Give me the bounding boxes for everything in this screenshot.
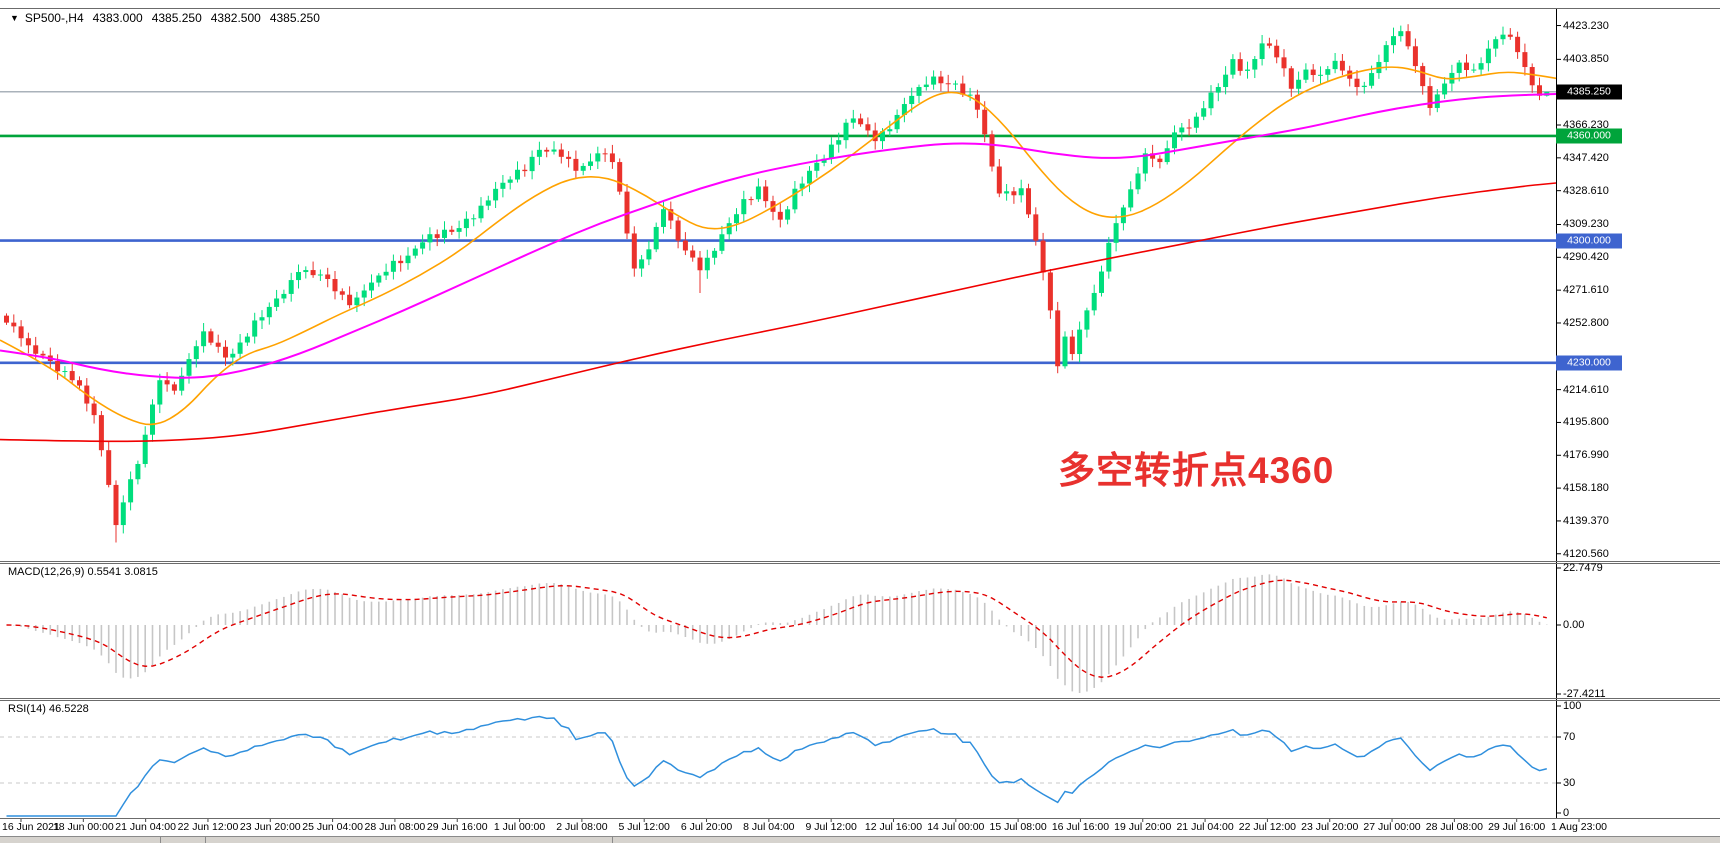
- bar-close-value: 4385.250: [269, 11, 320, 25]
- price-tick-label: 4120.560: [1563, 547, 1609, 560]
- macd-label: MACD(12,26,9) 0.5541 3.0815: [8, 566, 158, 578]
- time-tick-label: 15 Jul 08:00: [989, 821, 1047, 833]
- time-tick-label: 21 Jul 04:00: [1176, 821, 1234, 833]
- price-tick-label: 4252.800: [1563, 316, 1609, 329]
- bar-open-value: 4383.000: [92, 11, 143, 25]
- macd-tick-label: -27.4211: [1563, 688, 1606, 700]
- macd-pane[interactable]: [0, 564, 1556, 697]
- macd-signal-value: 3.0815: [124, 566, 158, 578]
- time-tick-label: 19 Jul 20:00: [1114, 821, 1172, 833]
- rsi-pane[interactable]: [0, 701, 1556, 818]
- price-tick-label: 4176.990: [1563, 449, 1609, 462]
- time-tick-label: 22 Jul 12:00: [1238, 821, 1296, 833]
- time-tick-label: 1 Jul 00:00: [493, 821, 546, 833]
- price-tick-label: 4347.420: [1563, 151, 1609, 164]
- price-tick-label: 4139.370: [1563, 514, 1609, 527]
- chart-text-annotation: 多空转折点4360: [1058, 450, 1335, 491]
- price-tick-label: 4158.180: [1563, 482, 1609, 495]
- price-tick-label: 4403.850: [1563, 53, 1609, 66]
- time-tick-label: 28 Jun 08:00: [364, 821, 426, 833]
- level-4300-badge: 4300.000: [1556, 233, 1622, 249]
- time-tick-label: 28 Jul 08:00: [1425, 821, 1483, 833]
- price-tick-label: 4271.610: [1563, 284, 1609, 297]
- price-tick-label: 4366.230: [1563, 119, 1609, 131]
- time-tick-label: 16 Jul 16:00: [1051, 821, 1110, 833]
- chart-quick-menu-icon[interactable]: ▼: [10, 13, 19, 23]
- macd-tick-label: 0.00: [1563, 619, 1585, 631]
- price-tick-label: 4423.230: [1563, 19, 1609, 32]
- status-bar-divider: [205, 837, 206, 843]
- time-tick-label: 1 Aug 23:00: [1550, 821, 1608, 833]
- time-tick-label: 5 Jul 12:00: [618, 821, 670, 833]
- level-4360-badge: 4360.000: [1556, 128, 1622, 144]
- chart-title: ▼ SP500-,H4 4383.000 4385.250 4382.500 4385.2…: [10, 11, 320, 25]
- rsi-tick-label: 70: [1563, 731, 1576, 743]
- time-tick-label: 22 Jun 12:00: [177, 821, 239, 833]
- price-tick-label: 4195.800: [1563, 416, 1609, 429]
- current-price-badge: 4385.250: [1556, 84, 1622, 100]
- status-bar-divider: [160, 837, 161, 843]
- symbol-period-label: SP500-,H4: [24, 11, 84, 25]
- time-tick-label: 2 Jul 08:00: [556, 821, 608, 833]
- time-tick-label: 25 Jun 04:00: [302, 821, 363, 833]
- time-tick-label: 23 Jul 20:00: [1301, 821, 1359, 833]
- time-tick-label: 12 Jul 16:00: [864, 821, 923, 833]
- time-tick-label: 9 Jul 12:00: [805, 821, 857, 833]
- price-tick-label: 4214.610: [1563, 383, 1609, 396]
- price-tick-label: 4328.610: [1563, 184, 1609, 197]
- time-tick-label: 14 Jul 00:00: [927, 821, 985, 833]
- price-tick-label: 4290.420: [1563, 251, 1609, 264]
- time-tick-label: 8 Jul 04:00: [743, 821, 795, 833]
- time-tick-label: 16 Jun 2021: [2, 821, 60, 833]
- time-tick-label: 29 Jul 16:00: [1488, 821, 1546, 833]
- time-tick-label: 21 Jun 04:00: [115, 821, 176, 833]
- macd-value: 0.5541: [87, 566, 122, 578]
- macd-tick-label: 22.7479: [1563, 562, 1603, 574]
- status-bar-divider: [612, 837, 613, 843]
- rsi-tick-label: 0: [1563, 807, 1570, 819]
- bar-high-value: 4385.250: [151, 11, 202, 25]
- time-tick-label: 29 Jun 16:00: [426, 821, 488, 833]
- time-tick-label: 27 Jul 00:00: [1363, 821, 1421, 833]
- bar-low-value: 4382.500: [210, 11, 261, 25]
- price-tick-label: 4309.230: [1563, 218, 1609, 231]
- time-tick-label: 18 Jun 00:00: [52, 821, 114, 833]
- level-4230-badge: 4230.000: [1556, 355, 1622, 371]
- rsi-tick-label: 100: [1563, 700, 1582, 712]
- time-tick-label: 23 Jun 20:00: [239, 821, 301, 833]
- time-tick-label: 6 Jul 20:00: [680, 821, 733, 833]
- rsi-tick-label: 30: [1563, 777, 1576, 789]
- rsi-value: 46.5228: [48, 703, 89, 715]
- rsi-label: RSI(14) 46.5228: [8, 703, 89, 715]
- status-bar: [0, 836, 1720, 843]
